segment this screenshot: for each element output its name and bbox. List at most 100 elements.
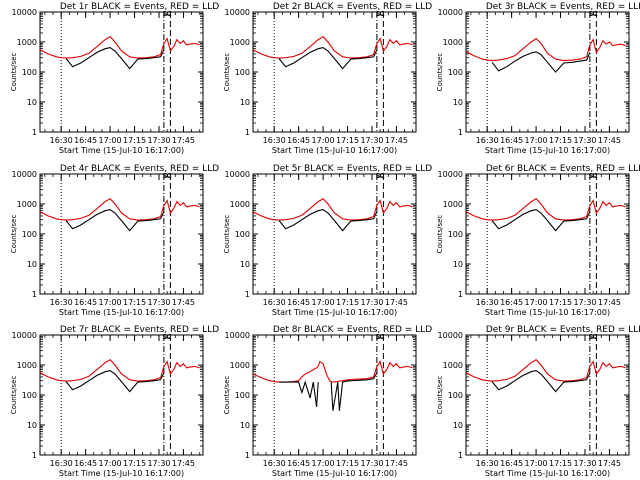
x-tick-label: 17:30 <box>360 298 383 307</box>
x-tick-label: 16:30 <box>263 459 286 468</box>
x-tick-label: 16:45 <box>500 136 523 145</box>
x-axis-label: Start Time (15-Jul-10 16:17:00) <box>485 146 610 155</box>
chart-title: Det 2r BLACK = Events, RED = LLD <box>273 2 432 12</box>
y-tick-label: 10000 <box>225 8 250 17</box>
sc-marker-label: SC <box>588 172 597 180</box>
plot-frame <box>39 334 204 456</box>
chart-title: Det 3r BLACK = Events, RED = LLD <box>486 2 640 12</box>
series-line-events <box>279 372 378 411</box>
y-tick-label: 100 <box>235 391 250 400</box>
sc-marker-label: SC <box>375 333 384 341</box>
y-tick-label: 10 <box>453 260 463 269</box>
x-tick-label: 17:00 <box>525 298 548 307</box>
series-line-events <box>491 51 591 73</box>
x-tick-label: 16:45 <box>74 298 97 307</box>
y-tick-label: 10 <box>240 260 250 269</box>
x-tick-label: 17:45 <box>385 459 408 468</box>
y-axis-label: Counts/sec <box>223 376 231 415</box>
x-tick-label: 16:45 <box>287 298 310 307</box>
x-tick-label: 17:30 <box>147 298 170 307</box>
series-line-lld <box>252 36 413 59</box>
x-tick-label: 17:45 <box>385 298 408 307</box>
y-tick-label: 1 <box>32 451 37 460</box>
x-tick-label: 17:00 <box>99 459 122 468</box>
series-line-lld <box>465 198 626 221</box>
y-tick-label: 1 <box>245 128 250 137</box>
series-line-events <box>278 209 378 232</box>
y-axis-label: Counts/sec <box>223 215 231 254</box>
y-tick-label: 1 <box>458 128 463 137</box>
x-tick-label: 16:45 <box>74 136 97 145</box>
x-tick-label: 17:30 <box>147 459 170 468</box>
x-axis-label: Start Time (15-Jul-10 16:17:00) <box>59 308 184 317</box>
chart-title: Det 8r BLACK = Events, RED = LLD <box>273 325 432 335</box>
x-tick-label: 17:15 <box>123 459 146 468</box>
y-tick-label: 1000 <box>17 38 37 47</box>
sc-marker-label: SC <box>375 10 384 18</box>
x-tick-label: 17:00 <box>525 136 548 145</box>
plot-frame <box>465 173 630 295</box>
series-line-events <box>65 370 165 393</box>
x-tick-label: 17:30 <box>573 459 596 468</box>
x-tick-label: 16:45 <box>74 459 97 468</box>
x-tick-label: 17:45 <box>172 298 195 307</box>
plot-frame <box>39 173 204 295</box>
plot-frame <box>252 334 417 456</box>
y-axis-label: Counts/sec <box>223 53 231 92</box>
y-tick-label: 100 <box>448 391 463 400</box>
x-tick-label: 17:15 <box>549 298 572 307</box>
y-tick-label: 1 <box>32 128 37 137</box>
y-axis-label: Counts/sec <box>10 215 18 254</box>
series-line-events <box>65 209 165 232</box>
x-tick-label: 17:45 <box>172 136 195 145</box>
y-tick-label: 1000 <box>443 361 463 370</box>
y-axis-label: Counts/sec <box>10 53 18 92</box>
sc-marker-label: SC <box>588 333 597 341</box>
y-tick-label: 10 <box>27 98 37 107</box>
plot-frame <box>465 11 630 133</box>
series-line-lld <box>465 359 626 382</box>
y-tick-label: 100 <box>448 230 463 239</box>
y-tick-label: 10000 <box>12 170 37 179</box>
chart-panel-4: Det 4r BLACK = Events, RED = LLD 1 10 100 10… <box>10 164 219 317</box>
y-tick-label: 100 <box>22 391 37 400</box>
y-tick-label: 10 <box>240 421 250 430</box>
y-tick-label: 1000 <box>230 200 250 209</box>
y-tick-label: 10 <box>453 98 463 107</box>
y-tick-label: 10000 <box>225 331 250 340</box>
sc-marker-label: SC <box>162 333 171 341</box>
x-axis-label: Start Time (15-Jul-10 16:17:00) <box>272 469 397 478</box>
y-tick-label: 100 <box>235 230 250 239</box>
y-tick-label: 10000 <box>225 170 250 179</box>
y-tick-label: 1 <box>245 451 250 460</box>
y-tick-label: 1 <box>32 290 37 299</box>
y-tick-label: 10000 <box>12 331 37 340</box>
sc-marker-label: SC <box>375 172 384 180</box>
x-tick-label: 16:30 <box>50 136 73 145</box>
x-axis-label: Start Time (15-Jul-10 16:17:00) <box>272 308 397 317</box>
x-tick-label: 17:15 <box>549 459 572 468</box>
y-tick-label: 10000 <box>438 170 463 179</box>
sc-marker-label: SC <box>162 10 171 18</box>
chart-panel-1: Det 1r BLACK = Events, RED = LLD 1 10 100 10… <box>10 2 219 155</box>
chart-title: Det 6r BLACK = Events, RED = LLD <box>486 164 640 174</box>
series-line-lld <box>39 198 200 221</box>
plot-frame <box>465 334 630 456</box>
y-tick-label: 1 <box>458 290 463 299</box>
series-line-events <box>278 47 378 70</box>
chart-panel-5: Det 5r BLACK = Events, RED = LLD 1 10 100 10… <box>223 164 432 317</box>
y-axis-label: Counts/sec <box>10 376 18 415</box>
x-tick-label: 16:45 <box>500 298 523 307</box>
x-tick-label: 17:15 <box>336 298 359 307</box>
x-tick-label: 16:30 <box>50 298 73 307</box>
y-tick-label: 100 <box>235 68 250 77</box>
sc-marker-label: SC <box>162 172 171 180</box>
y-tick-label: 10 <box>27 421 37 430</box>
y-tick-label: 10 <box>240 98 250 107</box>
y-tick-label: 1000 <box>443 200 463 209</box>
x-tick-label: 17:45 <box>598 136 621 145</box>
y-tick-label: 1 <box>245 290 250 299</box>
y-tick-label: 1 <box>458 451 463 460</box>
y-axis-label: Counts/sec <box>436 376 444 415</box>
series-line-events <box>65 47 165 70</box>
